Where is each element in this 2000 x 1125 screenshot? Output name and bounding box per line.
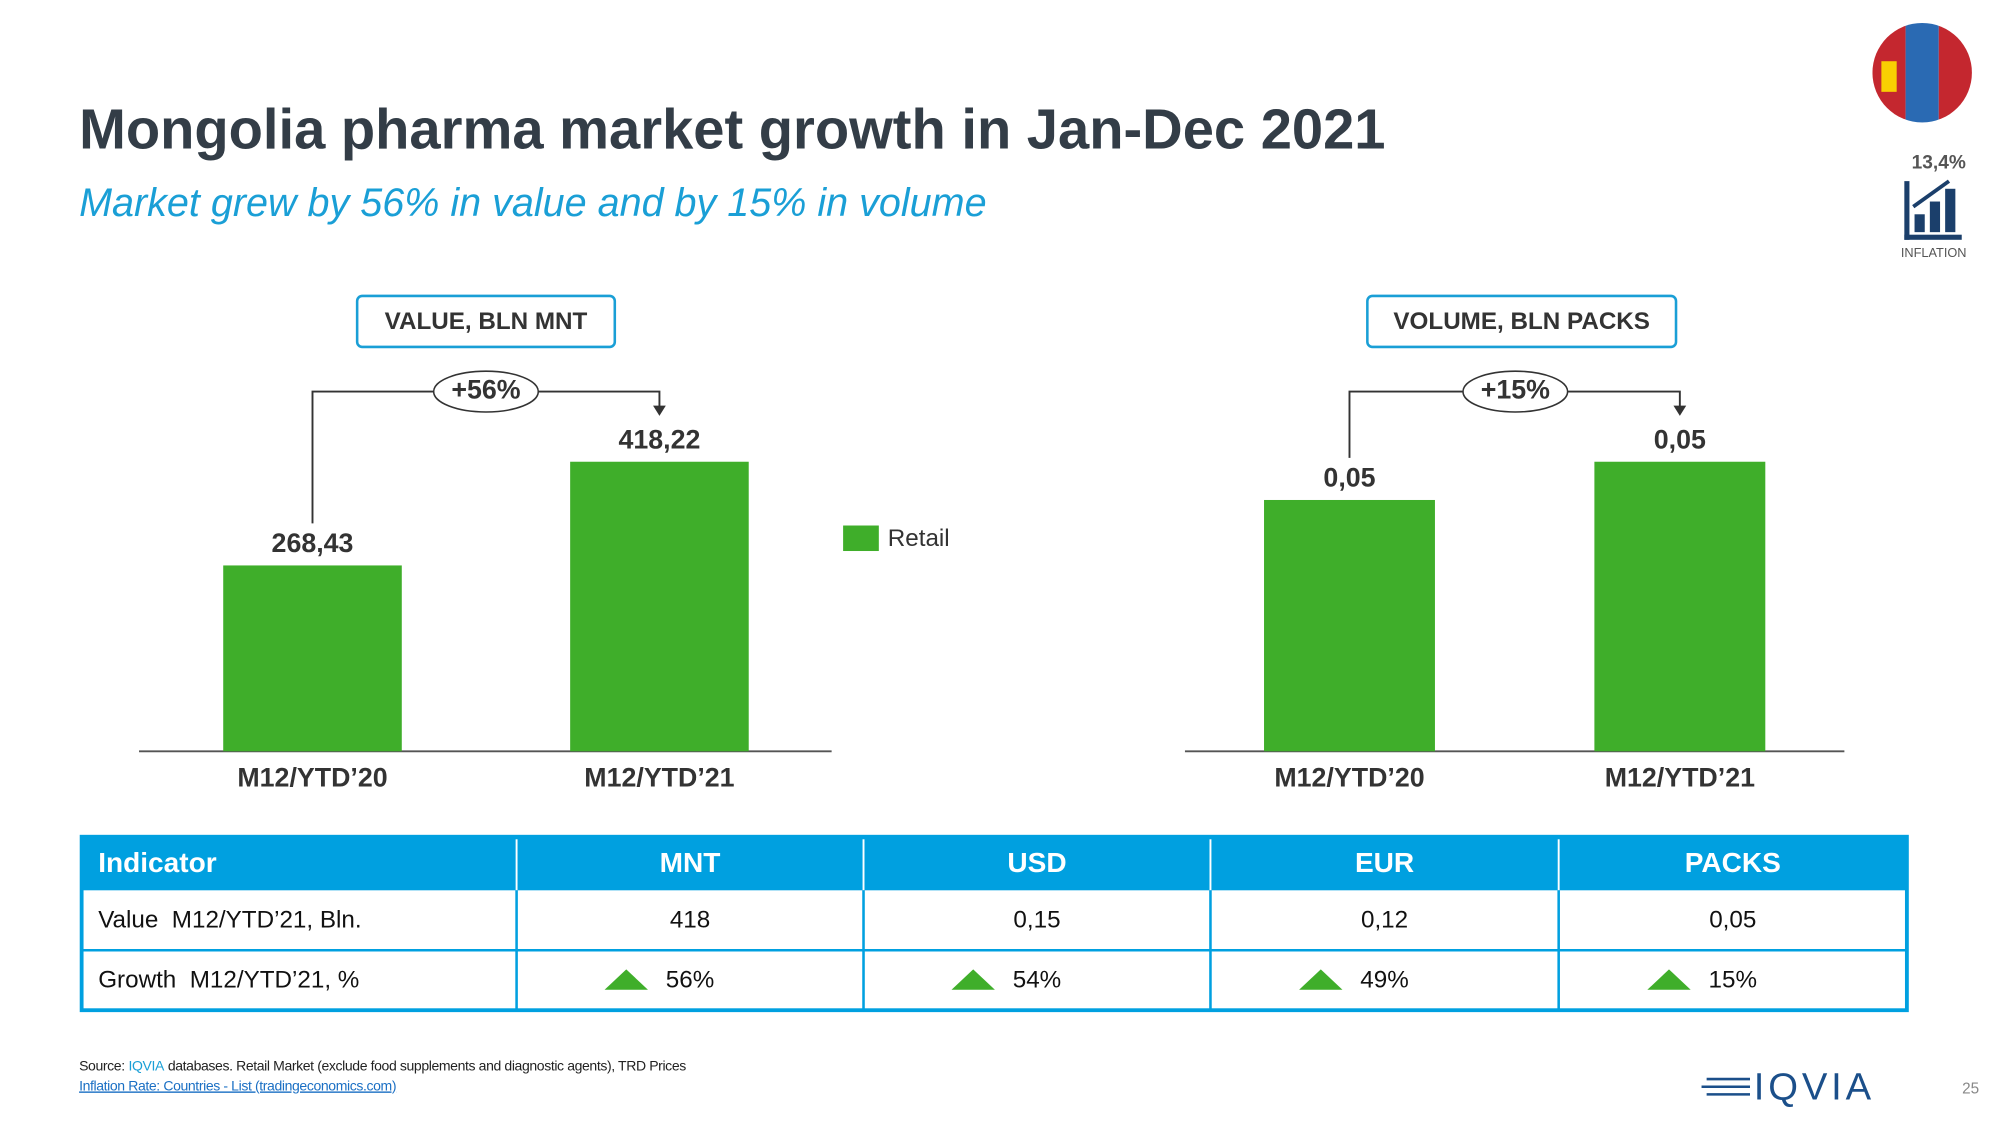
inflation-icon <box>1904 179 1962 240</box>
legend-swatch <box>843 525 879 552</box>
growth-up-icon <box>1299 969 1343 990</box>
table-cell: 15% <box>1709 966 1757 993</box>
title: Mongolia pharma market growth in Jan-Dec… <box>79 98 1385 161</box>
bar <box>223 565 402 752</box>
value-label: 0,05 <box>1323 463 1375 493</box>
table-cell: 56% <box>666 966 714 993</box>
table-header: EUR <box>1355 847 1414 878</box>
flag-red <box>1938 22 1972 123</box>
source-highlight: IQVIA <box>129 1057 166 1073</box>
bar <box>1594 461 1766 752</box>
soyombo <box>1881 61 1897 92</box>
x-tick-label: M12/YTD’21 <box>1605 762 1755 792</box>
flag-blue <box>1905 22 1939 123</box>
table-cell: 49% <box>1360 966 1408 993</box>
table-header: USD <box>1007 847 1066 878</box>
source-prefix: Source: <box>79 1057 125 1073</box>
logo-lines <box>1701 1077 1750 1096</box>
table-cell: 418 <box>670 906 710 933</box>
x-tick-label: M12/YTD’20 <box>1274 762 1424 792</box>
table-cell: Growth M12/YTD’21, % <box>98 966 359 993</box>
value-label: 418,22 <box>619 424 701 454</box>
chart-title-box <box>1366 294 1678 349</box>
chart-title-box <box>355 294 617 349</box>
table-header: PACKS <box>1685 847 1781 878</box>
growth-label: +56% <box>451 375 520 405</box>
value-label: 268,43 <box>272 528 354 558</box>
table-header: MNT <box>660 847 721 878</box>
growth-arrow <box>653 405 666 416</box>
growth-bubble <box>1462 370 1569 413</box>
table-cell: 0,05 <box>1709 906 1756 933</box>
x-tick-label: M12/YTD’21 <box>584 762 734 792</box>
inflation-value: 13,4% <box>1912 152 1966 173</box>
table-cell: 0,15 <box>1013 906 1060 933</box>
flag <box>1872 22 1972 123</box>
value-label: 0,05 <box>1654 424 1706 454</box>
growth-up-icon <box>951 969 995 990</box>
source: Source: IQVIA databases. Retail Market (ex… <box>79 1057 686 1073</box>
inflation-link[interactable]: Inflation Rate: Countries - List (tradin… <box>79 1077 396 1093</box>
table-cell: 0,12 <box>1361 906 1408 933</box>
source-rest: databases. Retail Market (exclude food s… <box>168 1057 686 1073</box>
growth-up-icon <box>604 969 648 990</box>
table-cell: 54% <box>1013 966 1061 993</box>
bar <box>1264 499 1435 752</box>
table-header-bg <box>81 836 1907 891</box>
chart-title: VOLUME, BLN PACKS <box>1393 308 1650 335</box>
subtitle: Market grew by 56% in value and by 15% i… <box>79 181 987 225</box>
logo: IQVIA <box>1754 1065 1875 1108</box>
legend-label: Retail <box>888 525 950 552</box>
table-header: Indicator <box>98 847 217 878</box>
inflation-label: INFLATION <box>1901 245 1967 260</box>
bar <box>570 461 749 752</box>
x-tick-label: M12/YTD’20 <box>237 762 387 792</box>
growth-arrow <box>1673 405 1687 416</box>
table-cell: Value M12/YTD’21, Bln. <box>98 906 361 933</box>
chart-title: VALUE, BLN MNT <box>385 308 588 335</box>
growth-up-icon <box>1647 969 1691 990</box>
growth-bubble <box>432 370 540 413</box>
table-border <box>79 834 1909 1013</box>
page-number: 25 <box>1962 1080 1979 1097</box>
growth-label: +15% <box>1481 375 1550 405</box>
